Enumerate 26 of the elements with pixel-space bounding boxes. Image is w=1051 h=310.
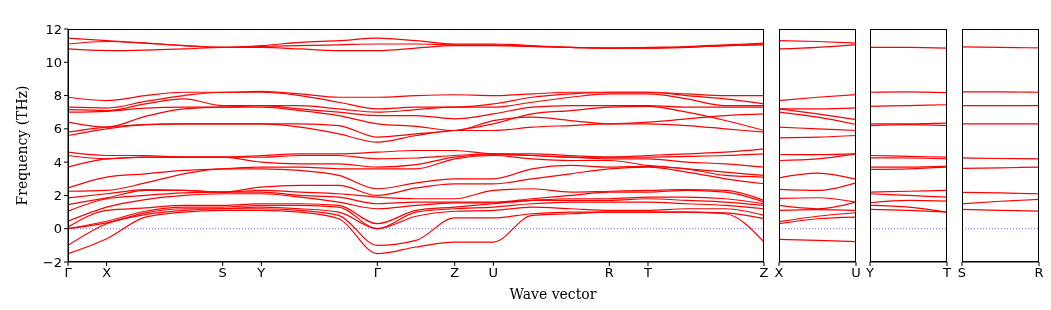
y-tick-label: 12 <box>45 21 62 37</box>
x-tick-label: U <box>488 265 499 281</box>
x-tick-label: Z <box>759 265 769 281</box>
x-tick-label: Γ <box>64 265 73 281</box>
x-tick-label: Y <box>865 265 875 281</box>
x-tick-label: T <box>942 265 952 281</box>
y-tick-label: 2 <box>53 188 62 204</box>
x-tick-label: X <box>774 265 784 281</box>
x-tick-label: X <box>102 265 112 281</box>
y-tick-label: 8 <box>53 88 62 104</box>
y-tick-label: 10 <box>45 54 62 70</box>
y-tick-label: 6 <box>53 121 62 137</box>
y-axis-title: Frequency (THz) <box>13 85 30 206</box>
y-tick-label: −2 <box>42 254 62 270</box>
x-tick-label: Γ <box>373 265 382 281</box>
x-tick-label: R <box>604 265 614 281</box>
x-tick-label: Y <box>256 265 266 281</box>
x-axis-title: Wave vector <box>508 286 598 302</box>
x-tick-label: U <box>851 265 861 281</box>
y-tick-label: 4 <box>53 154 62 170</box>
y-tick-label: 0 <box>53 221 62 237</box>
x-tick-label: T <box>643 265 653 281</box>
x-tick-label: S <box>957 265 967 281</box>
x-tick-label: R <box>1034 265 1044 281</box>
x-tick-label: Z <box>450 265 460 281</box>
x-tick-label: S <box>218 265 227 281</box>
